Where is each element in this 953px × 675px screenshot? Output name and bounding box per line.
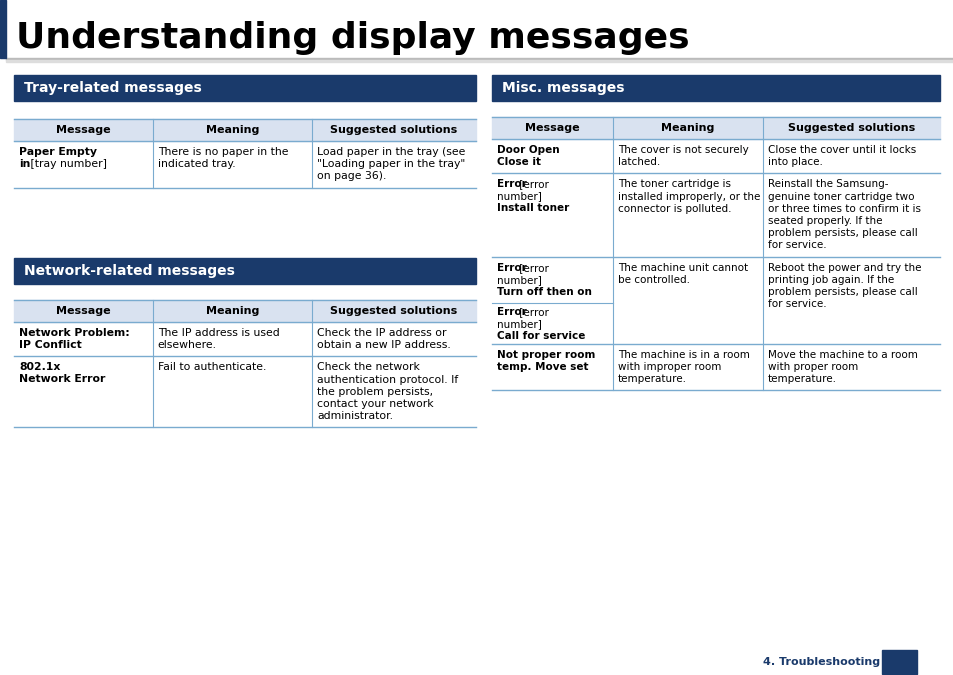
- Text: Suggested solutions: Suggested solutions: [330, 306, 457, 316]
- Text: Load paper in the tray (see: Load paper in the tray (see: [316, 147, 465, 157]
- Text: Check the IP address or: Check the IP address or: [316, 328, 446, 338]
- Text: 98: 98: [889, 655, 908, 669]
- Text: The machine unit cannot: The machine unit cannot: [618, 263, 747, 273]
- Text: Meaning: Meaning: [206, 125, 258, 135]
- Text: Tray-related messages: Tray-related messages: [24, 81, 201, 95]
- Text: for service.: for service.: [767, 299, 826, 309]
- Text: the problem persists,: the problem persists,: [316, 387, 433, 397]
- Text: Meaning: Meaning: [660, 123, 714, 133]
- Bar: [14, 322, 476, 356]
- Text: Network Error: Network Error: [19, 375, 105, 384]
- Text: The machine is in a room: The machine is in a room: [618, 350, 749, 360]
- Bar: [882, 650, 916, 674]
- Text: into place.: into place.: [767, 157, 822, 167]
- Text: temperature.: temperature.: [767, 374, 836, 384]
- Text: Install toner: Install toner: [497, 203, 569, 213]
- Text: number]: number]: [497, 275, 541, 285]
- Text: with improper room: with improper room: [618, 362, 720, 372]
- Text: Paper Empty: Paper Empty: [19, 147, 97, 157]
- Text: seated properly. If the: seated properly. If the: [767, 216, 882, 226]
- Text: 802.1x: 802.1x: [19, 362, 60, 373]
- Text: Message: Message: [56, 125, 111, 135]
- Bar: [14, 300, 476, 322]
- Text: latched.: latched.: [618, 157, 659, 167]
- Text: Error: Error: [497, 263, 526, 273]
- Text: Fail to authenticate.: Fail to authenticate.: [157, 362, 266, 373]
- Bar: [14, 119, 476, 141]
- Text: Network-related messages: Network-related messages: [24, 264, 234, 278]
- Bar: [492, 75, 939, 101]
- Text: Door Open: Door Open: [497, 145, 559, 155]
- Text: The cover is not securely: The cover is not securely: [618, 145, 748, 155]
- Text: Misc. messages: Misc. messages: [501, 81, 624, 95]
- Text: or three times to confirm it is: or three times to confirm it is: [767, 204, 920, 214]
- Text: Message: Message: [56, 306, 111, 316]
- Text: contact your network: contact your network: [316, 399, 434, 409]
- Bar: [6, 59, 953, 61]
- Text: for service.: for service.: [767, 240, 826, 250]
- Text: [error: [error: [516, 180, 549, 190]
- Text: problem persists, please call: problem persists, please call: [767, 287, 917, 297]
- Bar: [492, 139, 939, 173]
- Text: Turn off then on: Turn off then on: [497, 287, 591, 296]
- Text: The toner cartridge is: The toner cartridge is: [618, 180, 730, 190]
- Text: administrator.: administrator.: [316, 411, 393, 421]
- Text: installed improperly, or the: installed improperly, or the: [618, 192, 760, 202]
- Bar: [492, 256, 939, 344]
- Text: printing job again. If the: printing job again. If the: [767, 275, 893, 285]
- Text: number]: number]: [497, 192, 541, 201]
- Text: The IP address is used: The IP address is used: [157, 328, 279, 338]
- Text: genuine toner cartridge two: genuine toner cartridge two: [767, 192, 914, 202]
- Text: [error: [error: [516, 307, 549, 317]
- Text: Close the cover until it locks: Close the cover until it locks: [767, 145, 915, 155]
- Text: Reinstall the Samsung-: Reinstall the Samsung-: [767, 180, 887, 190]
- Text: on page 36).: on page 36).: [316, 171, 386, 182]
- Text: number]: number]: [497, 319, 541, 329]
- Text: Call for service: Call for service: [497, 331, 585, 341]
- Text: Move the machine to a room: Move the machine to a room: [767, 350, 917, 360]
- Bar: [492, 173, 939, 256]
- Text: Suggested solutions: Suggested solutions: [787, 123, 914, 133]
- Bar: [14, 75, 476, 101]
- Text: Message: Message: [524, 123, 579, 133]
- Bar: [6, 58, 953, 59]
- Bar: [14, 356, 476, 427]
- Text: in: in: [19, 159, 30, 169]
- Text: temperature.: temperature.: [618, 374, 686, 384]
- Text: Close it: Close it: [497, 157, 540, 167]
- Bar: [492, 344, 939, 390]
- Bar: [0, 0, 6, 58]
- Bar: [492, 117, 939, 139]
- Text: Suggested solutions: Suggested solutions: [330, 125, 457, 135]
- Text: Meaning: Meaning: [206, 306, 258, 316]
- Text: Understanding display messages: Understanding display messages: [16, 21, 689, 55]
- Text: "Loading paper in the tray": "Loading paper in the tray": [316, 159, 465, 169]
- Text: with proper room: with proper room: [767, 362, 858, 372]
- Bar: [14, 258, 476, 284]
- Text: Error: Error: [497, 307, 526, 317]
- Text: IP Conflict: IP Conflict: [19, 340, 82, 350]
- Text: 4. Troubleshooting: 4. Troubleshooting: [762, 657, 879, 667]
- Text: Reboot the power and try the: Reboot the power and try the: [767, 263, 921, 273]
- Text: authentication protocol. If: authentication protocol. If: [316, 375, 457, 385]
- Text: [tray number]: [tray number]: [27, 159, 107, 169]
- Text: be controlled.: be controlled.: [618, 275, 689, 285]
- Bar: [14, 141, 476, 188]
- Text: Not proper room: Not proper room: [497, 350, 595, 360]
- Text: elsewhere.: elsewhere.: [157, 340, 216, 350]
- Text: Check the network: Check the network: [316, 362, 419, 373]
- Text: indicated tray.: indicated tray.: [157, 159, 235, 169]
- Text: obtain a new IP address.: obtain a new IP address.: [316, 340, 450, 350]
- Text: There is no paper in the: There is no paper in the: [157, 147, 288, 157]
- Text: connector is polluted.: connector is polluted.: [618, 204, 731, 214]
- Text: Network Problem:: Network Problem:: [19, 328, 130, 338]
- Text: Error: Error: [497, 180, 526, 190]
- Text: problem persists, please call: problem persists, please call: [767, 228, 917, 238]
- Text: temp. Move set: temp. Move set: [497, 362, 588, 372]
- Text: [error: [error: [516, 263, 549, 273]
